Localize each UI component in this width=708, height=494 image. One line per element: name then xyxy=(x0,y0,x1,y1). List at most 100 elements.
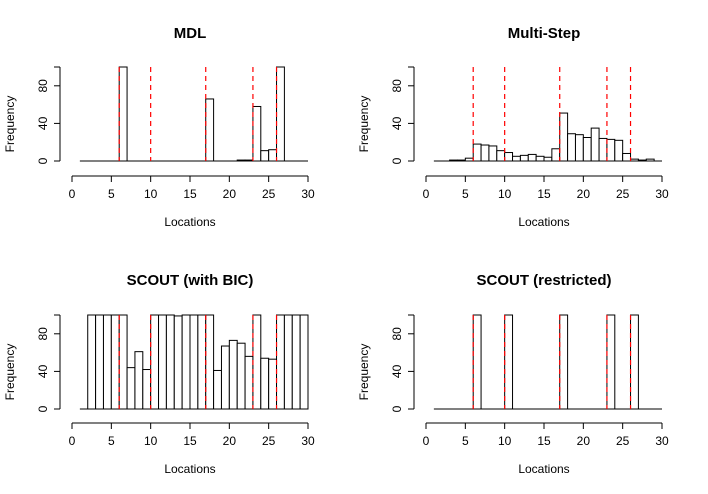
histogram-bar xyxy=(630,314,639,410)
histogram-bar xyxy=(543,156,553,162)
y-tick-label: 80 xyxy=(390,327,404,341)
x-tick-label: 10 xyxy=(498,187,512,201)
histogram-bar xyxy=(102,314,112,410)
histogram-bar xyxy=(142,369,152,410)
histogram-bar xyxy=(220,345,230,410)
y-tick-label: 40 xyxy=(390,116,404,130)
histogram-bar xyxy=(559,314,569,410)
histogram-bar xyxy=(276,314,285,410)
histogram-bar xyxy=(590,127,600,162)
histogram-bar xyxy=(567,133,576,162)
x-tick-label: 30 xyxy=(655,187,669,201)
x-tick-label: 20 xyxy=(577,187,591,201)
y-tick-label: 0 xyxy=(36,157,50,164)
histogram-bar xyxy=(213,369,222,410)
histogram-bar xyxy=(260,357,270,410)
histogram-bar xyxy=(582,137,592,162)
chart-panel-4: SCOUT (restricted) 0 5 10 15 20 25 30 Locations 0… xyxy=(357,272,669,476)
histogram-bar xyxy=(291,314,301,410)
x-axis-label: Locations xyxy=(518,462,569,476)
x-tick-label: 25 xyxy=(262,434,276,448)
histogram-bar xyxy=(622,152,632,162)
x-tick-label: 15 xyxy=(537,187,551,201)
histogram-bar xyxy=(197,314,207,410)
x-tick-label: 25 xyxy=(262,187,276,201)
histogram-bar xyxy=(118,314,128,410)
histogram-bar xyxy=(512,155,521,162)
histogram-bar xyxy=(205,314,215,410)
y-tick-label: 40 xyxy=(390,364,404,378)
chart-title: SCOUT (with BIC) xyxy=(127,272,254,289)
histogram-bar xyxy=(252,314,262,410)
x-axis-label: Locations xyxy=(164,462,215,476)
histogram-bar xyxy=(158,314,167,410)
histogram-bar xyxy=(173,315,183,410)
histogram-bar xyxy=(181,314,191,410)
y-tick-label: 40 xyxy=(36,116,50,130)
histogram-bar xyxy=(504,152,514,162)
histogram-bar xyxy=(189,314,199,410)
histogram-bar xyxy=(110,314,120,410)
chart-panel-1: MDL 0 5 10 15 20 25 30 Locations 0 40 80 Frequency xyxy=(3,25,315,229)
y-tick-label: 0 xyxy=(36,405,50,412)
x-tick-label: 25 xyxy=(616,187,630,201)
chart-title: Multi-Step xyxy=(508,25,581,42)
x-tick-label: 10 xyxy=(498,434,512,448)
histogram-bar xyxy=(268,358,278,410)
histogram-bar xyxy=(205,98,215,162)
x-tick-label: 0 xyxy=(423,187,430,201)
x-tick-label: 25 xyxy=(616,434,630,448)
histogram-bar xyxy=(535,155,545,162)
histogram-bar xyxy=(606,314,616,410)
x-tick-label: 5 xyxy=(462,187,469,201)
y-tick-label: 80 xyxy=(390,79,404,93)
y-tick-label: 40 xyxy=(36,364,50,378)
histogram-bar xyxy=(244,355,254,410)
chart-panel-3: SCOUT (with BIC) 0 5 10 15 20 25 30 Locations 0 40… xyxy=(3,272,315,476)
x-tick-label: 10 xyxy=(144,434,158,448)
histogram-bar xyxy=(252,105,262,162)
histogram-bar xyxy=(134,351,144,410)
histogram-bar xyxy=(559,112,569,162)
y-tick-label: 80 xyxy=(36,327,50,341)
chart-title: MDL xyxy=(174,25,207,42)
x-tick-label: 15 xyxy=(537,434,551,448)
histogram-bar xyxy=(150,314,160,410)
x-tick-label: 30 xyxy=(655,434,669,448)
histogram-bar xyxy=(268,149,278,162)
histogram-bar xyxy=(87,314,97,410)
chart-panel-2: Multi-Step 0 5 10 15 20 25 30 Locations 0 40 80 Freq… xyxy=(357,25,669,229)
x-tick-label: 30 xyxy=(301,187,315,201)
histogram-bar xyxy=(283,314,293,410)
histogram-bar xyxy=(606,138,616,162)
x-tick-label: 10 xyxy=(144,187,158,201)
histogram-bar xyxy=(165,314,175,410)
x-tick-label: 0 xyxy=(69,434,76,448)
y-axis-label: Frequency xyxy=(3,344,17,401)
histogram-bar xyxy=(527,153,537,162)
x-tick-label: 5 xyxy=(108,434,115,448)
histogram-bar xyxy=(95,314,104,410)
x-tick-label: 20 xyxy=(223,187,237,201)
histogram-bar xyxy=(276,66,285,162)
histogram-bar xyxy=(551,148,561,162)
y-axis-label: Frequency xyxy=(357,96,371,153)
histogram-bar xyxy=(574,134,584,162)
x-tick-label: 30 xyxy=(301,434,315,448)
histogram-bar xyxy=(598,137,608,162)
histogram-bar xyxy=(260,150,270,162)
y-axis-label: Frequency xyxy=(3,96,17,153)
histogram-bar xyxy=(118,66,128,162)
chart-title: SCOUT (restricted) xyxy=(476,272,611,289)
histogram-bar xyxy=(299,314,309,410)
y-tick-label: 0 xyxy=(390,405,404,412)
x-axis-label: Locations xyxy=(164,215,215,229)
histogram-bar xyxy=(126,367,136,410)
histogram-bar xyxy=(504,314,514,410)
x-tick-label: 0 xyxy=(69,187,76,201)
x-tick-label: 5 xyxy=(462,434,469,448)
x-tick-label: 15 xyxy=(183,187,197,201)
y-tick-label: 80 xyxy=(36,79,50,93)
histogram-bar xyxy=(480,144,490,162)
